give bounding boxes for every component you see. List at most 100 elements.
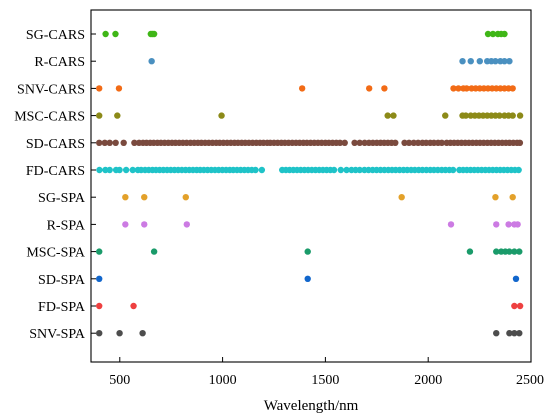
data-point (356, 139, 363, 146)
data-point (258, 166, 266, 174)
data-point (384, 112, 391, 119)
data-point (106, 166, 113, 174)
data-point (96, 275, 103, 282)
x-tick-label: 1500 (311, 373, 339, 388)
data-point (96, 248, 103, 255)
data-point (506, 330, 513, 337)
data-point (449, 166, 457, 174)
data-point (381, 85, 388, 92)
data-point (252, 166, 259, 174)
data-point (476, 58, 483, 65)
data-point (116, 166, 123, 174)
data-point (450, 85, 457, 92)
x-tick-label: 500 (109, 373, 130, 388)
data-point (516, 330, 523, 337)
data-point (96, 85, 103, 92)
data-point (463, 85, 470, 92)
data-point (131, 139, 138, 146)
data-point (492, 194, 499, 201)
data-point (130, 302, 137, 310)
data-point (122, 221, 129, 228)
data-point (341, 139, 348, 146)
data-point (509, 194, 516, 201)
data-point (467, 58, 474, 65)
y-tick-label: SG-SPA (38, 191, 86, 206)
data-point (365, 85, 373, 92)
plot-frame (90, 9, 532, 363)
data-point (298, 85, 306, 92)
data-point (122, 194, 129, 201)
data-point (182, 194, 189, 201)
data-point (141, 221, 148, 228)
data-point (516, 112, 524, 119)
tick-labels: SG-CARS R-CARS SNV-CARS MSC-CARS SD-CARS FD-C… (14, 28, 544, 388)
x-tick-label: 2500 (516, 373, 544, 388)
data-point (343, 166, 350, 174)
data-point (506, 248, 513, 255)
y-tick-label: SNV-CARS (17, 82, 85, 97)
data-point (183, 221, 191, 228)
data-point (120, 139, 127, 146)
data-point (442, 112, 449, 119)
data-point (511, 302, 518, 310)
data-point (511, 330, 518, 337)
y-tick-label: R-SPA (47, 218, 86, 233)
data-point (484, 30, 492, 38)
data-point (459, 58, 466, 65)
data-point (96, 302, 103, 310)
y-tick-label: FD-SPA (38, 300, 86, 315)
data-point (511, 248, 518, 255)
data-point (509, 112, 516, 119)
data-point (466, 248, 474, 255)
data-point (462, 112, 470, 119)
data-point (148, 58, 155, 65)
data-point (516, 139, 524, 146)
data-point (304, 275, 311, 282)
data-point (304, 248, 311, 255)
data-point (438, 139, 445, 146)
data-point (114, 112, 121, 119)
x-axis-title: Wavelength/nm (264, 398, 359, 414)
y-tick-label: R-CARS (34, 55, 85, 70)
data-point (356, 166, 363, 174)
data-point (506, 58, 513, 65)
data-point (493, 330, 500, 337)
y-tick-label: SD-SPA (38, 273, 86, 288)
data-point (493, 221, 500, 228)
data-point (218, 112, 225, 119)
data-point (493, 248, 500, 255)
data-point (501, 30, 508, 38)
data-point (398, 194, 405, 201)
data-point (336, 139, 344, 146)
data-point (101, 139, 108, 146)
data-point (139, 330, 146, 337)
y-tick-label: MSC-CARS (14, 110, 85, 125)
data-point (129, 166, 136, 174)
data-point (337, 166, 345, 174)
data-point (489, 30, 497, 38)
data-point (330, 166, 338, 174)
data-point (150, 30, 158, 38)
y-tick-label: SD-CARS (26, 137, 85, 152)
data-point (115, 85, 123, 92)
data-point (96, 330, 103, 337)
x-tick-label: 1000 (209, 373, 237, 388)
data-point (96, 139, 103, 146)
data-point (509, 85, 516, 92)
data-point (501, 58, 508, 65)
data-point (515, 166, 522, 174)
data-point (392, 139, 399, 146)
data-point (102, 30, 109, 38)
data-point (150, 248, 158, 255)
data-point (112, 30, 119, 38)
data-point (351, 139, 358, 146)
data-point (122, 166, 130, 174)
data-point (514, 221, 521, 228)
x-tick-label: 2000 (414, 373, 442, 388)
data-point (96, 166, 103, 174)
y-tick-label: MSC-SPA (26, 246, 86, 261)
data-point (492, 58, 499, 65)
data-point (516, 302, 524, 310)
y-tick-label: FD-CARS (26, 164, 85, 179)
